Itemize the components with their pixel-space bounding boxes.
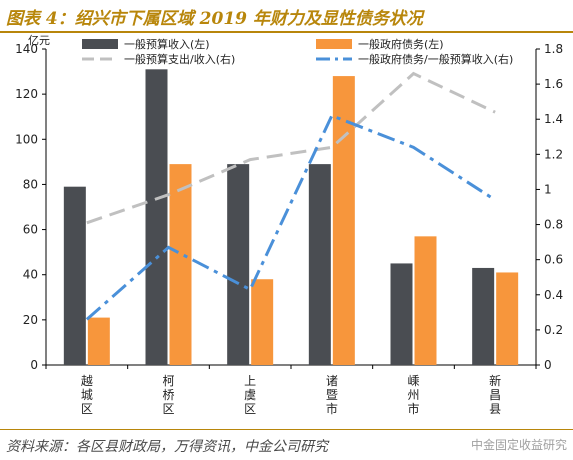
- right-tick-label: 0.4: [544, 288, 563, 302]
- left-tick-label: 40: [23, 268, 38, 282]
- figure-header: 图表 4：绍兴市下属区域 2019 年财力及显性债务状况: [0, 0, 573, 33]
- x-tick-label: 虞: [244, 388, 256, 402]
- right-tick-label: 0.6: [544, 253, 563, 267]
- x-tick-label: 昌: [489, 388, 501, 402]
- legend-label: 一般政府债务(左): [358, 37, 444, 51]
- watermark: 中金固定收益研究: [470, 438, 567, 452]
- header-rule: [0, 31, 573, 33]
- footer-rule: [0, 429, 573, 430]
- series-line: [85, 113, 496, 321]
- bar: [332, 76, 355, 366]
- right-tick-label: 0.2: [544, 323, 563, 337]
- bar: [251, 279, 274, 365]
- x-tick-label: 嵊: [407, 374, 419, 388]
- x-tick-label: 市: [407, 401, 419, 416]
- left-tick-label: 120: [15, 87, 38, 101]
- legend-swatch: [316, 39, 352, 49]
- x-tick-label: 区: [244, 402, 256, 416]
- bar: [390, 263, 413, 365]
- bar: [169, 164, 192, 365]
- left-axis-unit: 亿元: [28, 34, 50, 47]
- bar: [414, 236, 437, 365]
- bar: [87, 317, 110, 365]
- source-note: 资料来源：各区县财政局，万得资讯，中金公司研究: [6, 439, 328, 455]
- x-tick-label: 柯: [162, 374, 174, 388]
- bar: [227, 164, 250, 365]
- bar: [308, 164, 331, 365]
- right-tick-label: 1.4: [544, 112, 563, 126]
- legend-label: 一般预算支出/收入(右): [124, 52, 235, 66]
- legend-label: 一般预算收入(左): [124, 37, 210, 51]
- x-tick-label: 市: [326, 401, 338, 416]
- x-tick-label: 越: [81, 374, 93, 388]
- x-tick-label: 县: [489, 402, 501, 416]
- x-tick-label: 城: [81, 388, 93, 402]
- right-tick-label: 1.2: [544, 147, 563, 161]
- left-tick-label: 80: [23, 177, 38, 191]
- x-tick-label: 桥: [162, 388, 174, 402]
- x-tick-label: 州: [407, 388, 419, 402]
- figure-title: 图表 4：绍兴市下属区域 2019 年财力及显性债务状况: [6, 9, 423, 29]
- x-tick-label: 区: [162, 402, 174, 416]
- chart: 0 20 40 60 80 100 120 140 0 0.2 0.4 0.6 0.8 1 1.2 1.4 1…: [15, 34, 563, 416]
- x-tick-label: 新: [489, 373, 501, 388]
- left-tick-label: 140: [15, 42, 38, 56]
- x-tick-label: 区: [81, 402, 93, 416]
- right-tick-label: 1.6: [544, 77, 563, 91]
- left-tick-label: 0: [30, 358, 38, 372]
- series-line: [86, 71, 496, 225]
- right-tick-label: 1.8: [544, 42, 563, 56]
- bar: [145, 69, 168, 366]
- legend-label: 一般政府债务/一般预算收入(右): [358, 52, 513, 66]
- left-tick-label: 100: [15, 132, 38, 146]
- right-tick-label: 0: [544, 358, 552, 372]
- left-tick-label: 60: [23, 223, 38, 237]
- left-tick-label: 20: [23, 313, 38, 327]
- bar: [63, 186, 86, 365]
- x-tick-label: 暨: [326, 388, 338, 402]
- legend-swatch: [82, 39, 118, 49]
- bar: [496, 272, 519, 365]
- x-tick-label: 上: [244, 374, 256, 388]
- right-tick-label: 1: [544, 182, 552, 196]
- x-tick-label: 诸: [326, 374, 338, 388]
- bar: [472, 267, 495, 365]
- right-tick-label: 0.8: [544, 218, 563, 232]
